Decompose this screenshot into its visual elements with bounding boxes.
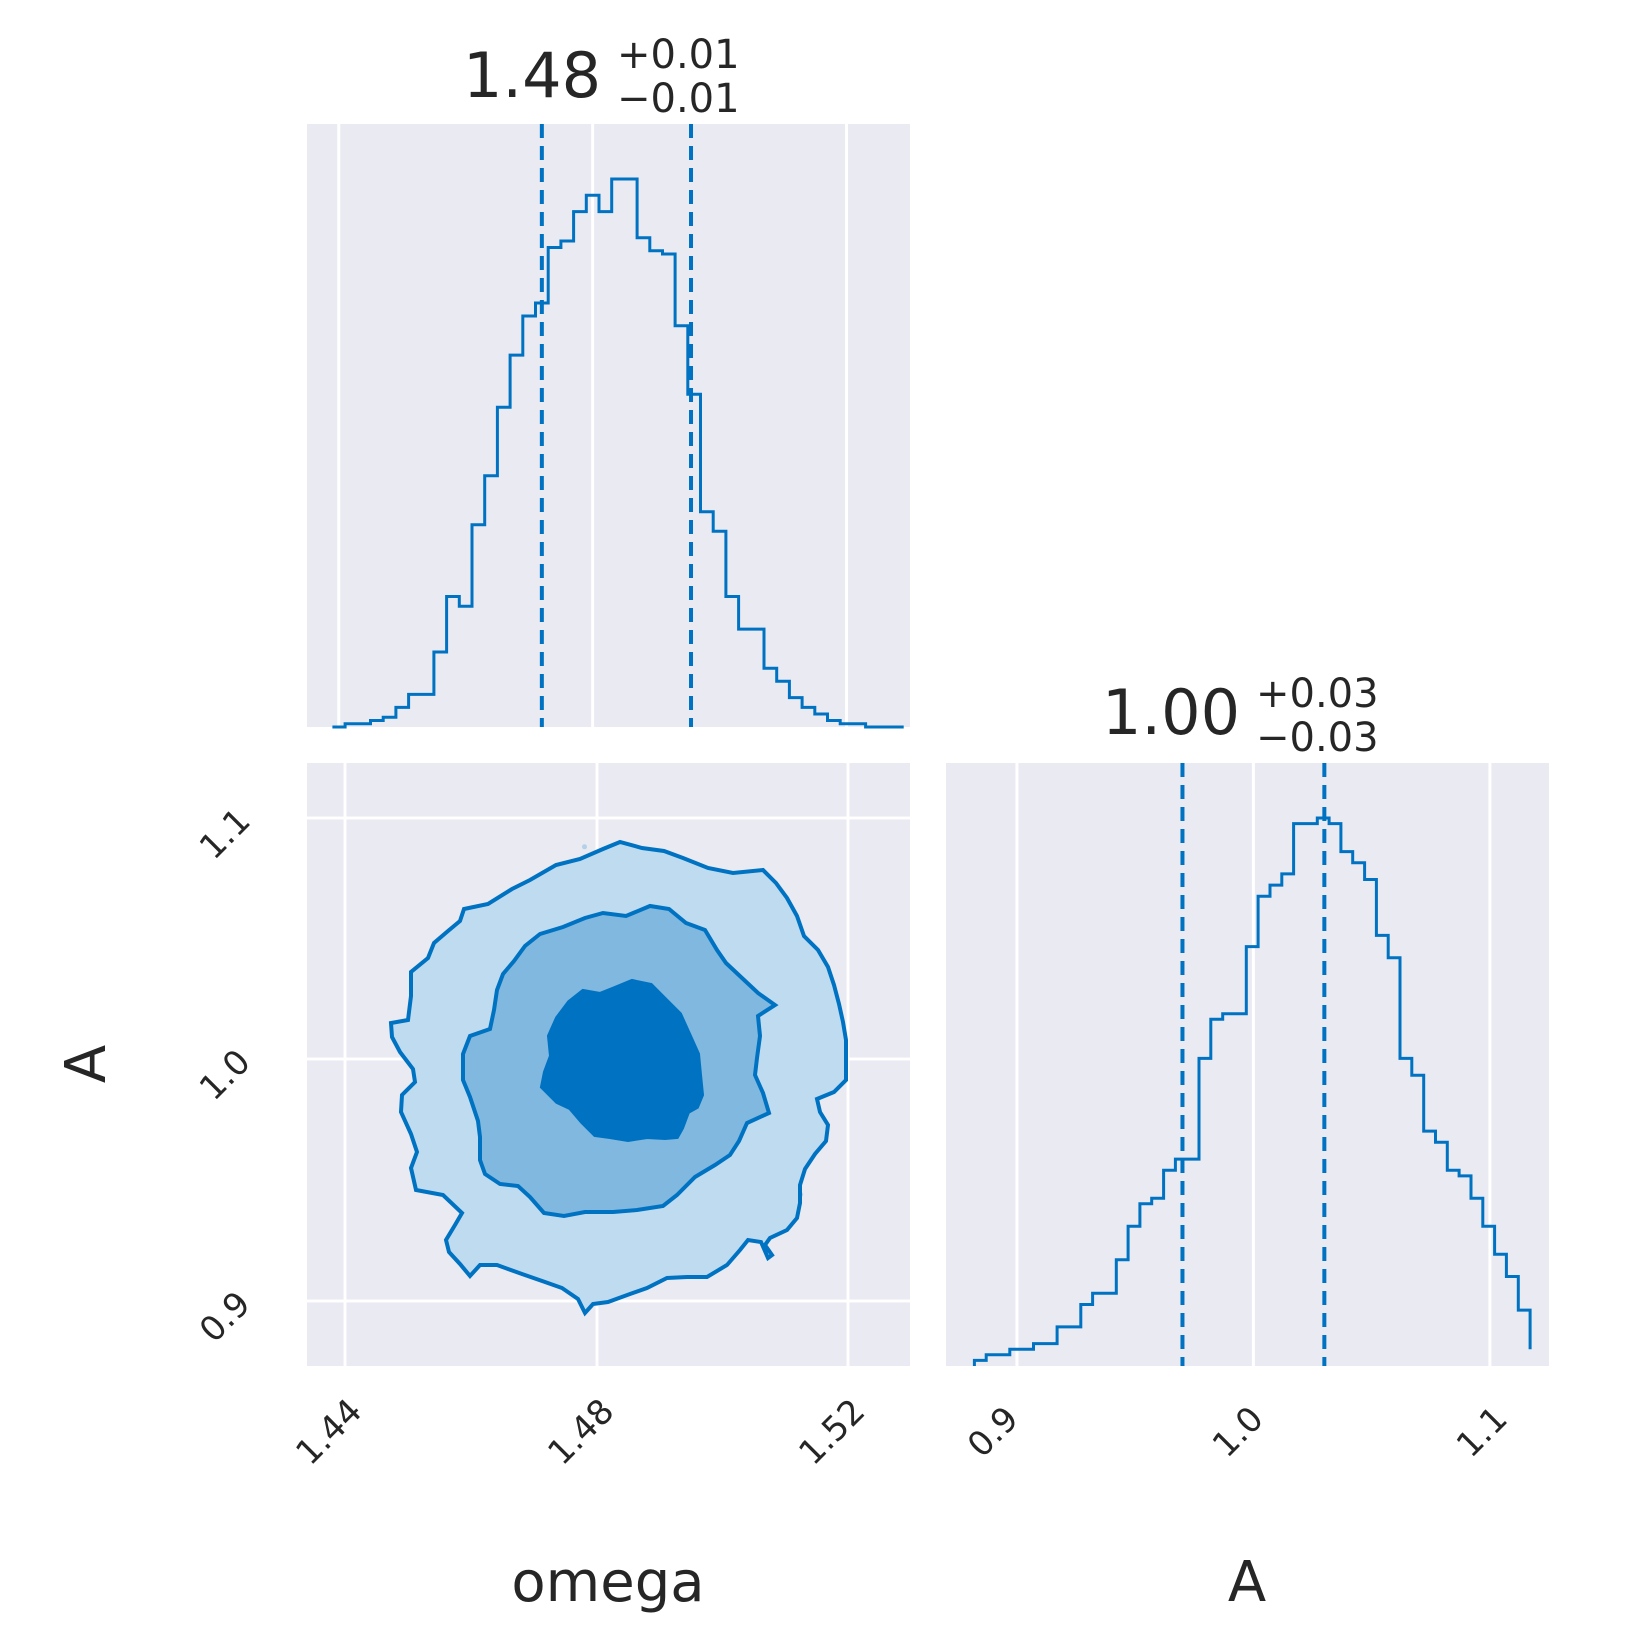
a-title-minus: −0.03 <box>1256 715 1379 761</box>
a-axis-label-left: A <box>54 1045 119 1083</box>
a-marginal-background <box>946 763 1549 1366</box>
a-axis-label-bottom: A <box>1228 1550 1266 1615</box>
omega-title-value: 1.48 <box>463 39 601 112</box>
omega-marginal-panel: 1.48 +0.01 −0.01 <box>307 32 910 729</box>
joint-panel: 0.9 1.0 1.1 1.44 1.48 1.52 omega A <box>54 763 910 1615</box>
a-marginal-grid <box>1015 763 1492 1366</box>
a-histogram <box>972 816 1532 1366</box>
a-quantile-lines <box>1180 763 1327 1366</box>
omega-axis-label: omega <box>511 1550 704 1615</box>
a-xtick-09: 0.9 <box>960 1399 1027 1466</box>
omega-marginal-background <box>307 124 910 727</box>
a-marginal-panel: 1.00 +0.03 −0.03 <box>946 671 1549 1366</box>
joint-ytick-11: 1.1 <box>192 801 259 868</box>
joint-ytick-09: 0.9 <box>192 1284 259 1351</box>
a-title-value: 1.00 <box>1102 676 1240 749</box>
joint-ytick-10: 1.0 <box>192 1042 259 1109</box>
a-title-plus: +0.03 <box>1256 671 1379 717</box>
omega-histogram <box>332 177 904 729</box>
scatter-point <box>582 844 587 850</box>
joint-xtick-152: 1.52 <box>791 1391 873 1473</box>
omega-title-plus: +0.01 <box>617 32 740 78</box>
a-xtick-11: 1.1 <box>1449 1399 1516 1466</box>
omega-marginal-grid <box>337 124 849 727</box>
omega-title-minus: −0.01 <box>617 76 740 122</box>
omega-quantile-lines <box>539 124 694 727</box>
a-xtick-10: 1.0 <box>1205 1399 1272 1466</box>
joint-xtick-144: 1.44 <box>288 1391 370 1473</box>
contour-inner <box>539 978 705 1143</box>
joint-xtick-148: 1.48 <box>540 1391 622 1473</box>
a-marginal-xticks: 0.9 1.0 1.1 A <box>960 1399 1516 1615</box>
